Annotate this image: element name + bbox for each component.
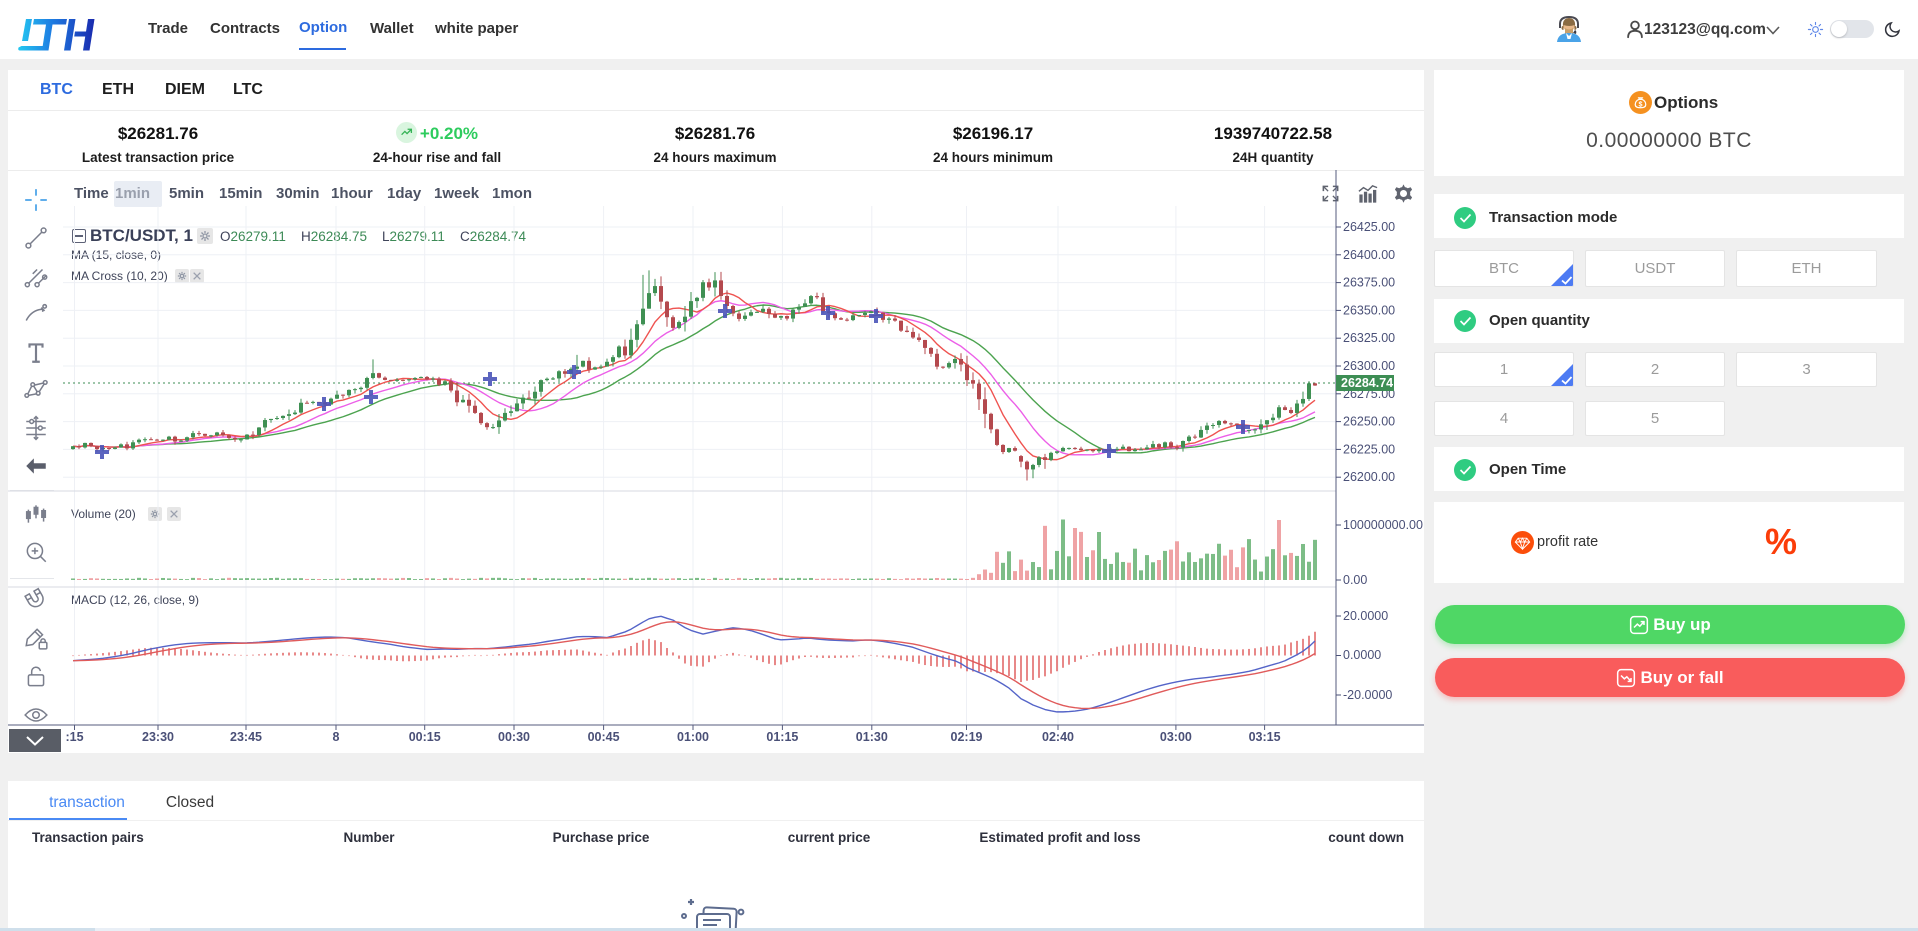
svg-text:02:19: 02:19 xyxy=(951,730,983,744)
svg-text:00:45: 00:45 xyxy=(588,730,620,744)
svg-text:26350.00: 26350.00 xyxy=(1343,303,1395,317)
svg-text:23:45: 23:45 xyxy=(230,730,262,744)
svg-text:26375.00: 26375.00 xyxy=(1343,276,1395,290)
svg-text:100000000.00: 100000000.00 xyxy=(1343,518,1423,532)
svg-text:0.00: 0.00 xyxy=(1343,573,1367,587)
svg-text:00:15: 00:15 xyxy=(409,730,441,744)
svg-text:0.0000: 0.0000 xyxy=(1343,648,1381,662)
svg-text:00:30: 00:30 xyxy=(498,730,530,744)
svg-text:26225.00: 26225.00 xyxy=(1343,442,1395,456)
svg-text:03:00: 03:00 xyxy=(1160,730,1192,744)
svg-text:23:30: 23:30 xyxy=(142,730,174,744)
svg-text:$: $ xyxy=(1639,101,1643,109)
svg-text:8: 8 xyxy=(333,730,340,744)
svg-text:26200.00: 26200.00 xyxy=(1343,470,1395,484)
svg-text:26325.00: 26325.00 xyxy=(1343,331,1395,345)
svg-text:26300.00: 26300.00 xyxy=(1343,359,1395,373)
svg-text:01:00: 01:00 xyxy=(677,730,709,744)
svg-text:02:40: 02:40 xyxy=(1042,730,1074,744)
svg-text:26284.74: 26284.74 xyxy=(1341,376,1393,390)
svg-text::15: :15 xyxy=(65,730,83,744)
svg-text:01:30: 01:30 xyxy=(856,730,888,744)
svg-text:-20.0000: -20.0000 xyxy=(1343,688,1392,702)
svg-text:01:15: 01:15 xyxy=(766,730,798,744)
svg-text:26425.00: 26425.00 xyxy=(1343,220,1395,234)
svg-text:03:15: 03:15 xyxy=(1249,730,1281,744)
svg-text:26400.00: 26400.00 xyxy=(1343,248,1395,262)
svg-text:26250.00: 26250.00 xyxy=(1343,415,1395,429)
svg-text:20.0000: 20.0000 xyxy=(1343,609,1388,623)
